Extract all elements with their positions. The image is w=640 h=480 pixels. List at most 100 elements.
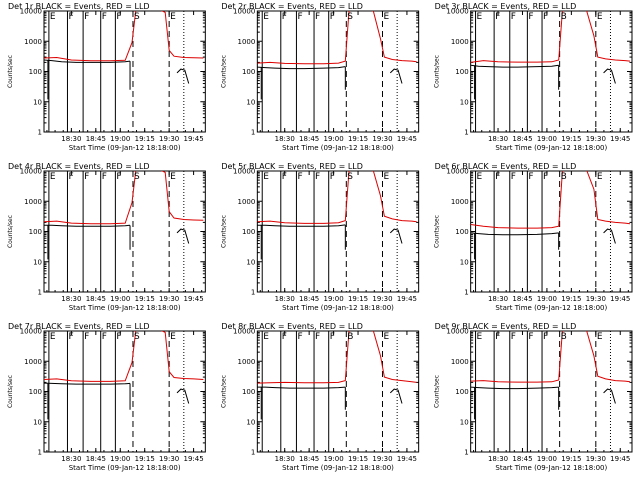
mode-marker-label: F [102, 332, 107, 342]
y-axis-label: Counts/sec [220, 215, 227, 248]
mode-marker-label: F [297, 332, 302, 342]
events-series-tail [176, 388, 190, 404]
mode-marker-label: E [477, 332, 483, 342]
x-tick-label: 19:30 [586, 295, 606, 303]
y-tick-label: 1 [251, 129, 255, 137]
mode-marker-label: E [477, 12, 483, 22]
x-tick-label: 19:15 [135, 135, 155, 143]
y-axis-label: Counts/sec [7, 375, 14, 408]
y-tick-label: 10000 [446, 8, 468, 16]
data-area [257, 331, 417, 452]
x-tick-label: 19:00 [537, 135, 557, 143]
x-tick-label: 18:30 [275, 295, 295, 303]
x-tick-label: 18:30 [488, 455, 508, 463]
mode-marker-label: F [297, 12, 302, 22]
events-series-tail [603, 68, 616, 84]
events-series-black [470, 232, 559, 236]
mode-marker-label: E [263, 172, 269, 182]
chart-title: Det 2r BLACK = Events, RED = LLD [221, 2, 363, 11]
events-series-tail [603, 228, 616, 244]
events-series-black [257, 386, 346, 389]
chart-title: Det 1r BLACK = Events, RED = LLD [8, 2, 150, 11]
lld-series-red [257, 11, 417, 65]
x-tick-label: 19:00 [324, 455, 344, 463]
mode-marker-label: B [347, 332, 353, 342]
x-tick-label: 18:30 [61, 135, 81, 143]
y-tick-label: 10 [460, 98, 469, 106]
mode-marker-label: F [68, 332, 73, 342]
y-tick-label: 10000 [20, 168, 42, 176]
plot-frame [470, 170, 633, 293]
y-axis-label: Counts/sec [434, 55, 441, 88]
chart-panel-9: Det 9r BLACK = Events, RED = LLD 1 10 100 10… [434, 322, 633, 472]
x-tick-label: 19:15 [135, 295, 155, 303]
y-tick-label: 100 [455, 228, 468, 236]
x-tick-label: 19:30 [586, 135, 606, 143]
x-tick-label: 19:00 [537, 295, 557, 303]
plot-frame [256, 330, 420, 453]
y-tick-label: 10 [246, 258, 255, 266]
mode-marker-label: B [561, 172, 567, 182]
events-series-black [44, 59, 131, 63]
mode-marker-label: F [543, 332, 548, 342]
x-axis-label: Start Time (09-Jan-12 18:18:00) [495, 464, 607, 472]
chart-panel-3: Det 3r BLACK = Events, RED = LLD 1 10 100 10… [434, 2, 633, 152]
chart-title: Det 5r BLACK = Events, RED = LLD [221, 162, 363, 171]
plot-frame [43, 330, 206, 453]
events-series-black [257, 66, 346, 70]
chart-panel-5: Det 5r BLACK = Events, RED = LLD 1 10 100 10… [220, 162, 420, 312]
x-axis-label: Start Time (09-Jan-12 18:18:00) [69, 304, 181, 312]
y-tick-label: 100 [242, 68, 255, 76]
y-tick-label: 100 [455, 388, 468, 396]
y-tick-label: 100 [455, 68, 468, 76]
x-tick-label: 18:30 [488, 135, 508, 143]
x-tick-label: 18:45 [299, 295, 319, 303]
mode-marker-label: F [102, 172, 107, 182]
lld-series-red [470, 171, 631, 229]
mode-marker-label: E [383, 172, 389, 182]
chart-panel-2: Det 2r BLACK = Events, RED = LLD 1 10 100 10… [220, 2, 420, 152]
x-tick-label: 19:45 [610, 295, 630, 303]
events-series-tail [389, 228, 403, 244]
lld-series-red [470, 331, 631, 383]
y-axis-label: Counts/sec [220, 375, 227, 408]
mode-marker-label: E [597, 172, 603, 182]
mode-marker-label: F [511, 332, 516, 342]
mode-marker-label: F [543, 172, 548, 182]
y-tick-label: 1000 [238, 358, 256, 366]
x-tick-label: 18:45 [86, 295, 106, 303]
mode-marker-label: F [528, 172, 533, 182]
chart-panel-7: Det 7r BLACK = Events, RED = LLD 1 10 100 10… [7, 322, 206, 472]
mode-marker-label: E [263, 12, 269, 22]
lld-series-red [257, 171, 417, 224]
data-area [470, 11, 631, 132]
mode-marker-label: F [68, 12, 73, 22]
x-axis-label: Start Time (09-Jan-12 18:18:00) [69, 144, 181, 152]
y-tick-label: 10 [246, 418, 255, 426]
x-axis-label: Start Time (09-Jan-12 18:18:00) [282, 464, 394, 472]
events-series-tail [603, 388, 616, 404]
mode-marker-label: B [561, 12, 567, 22]
mode-marker-label: F [297, 172, 302, 182]
chart-title: Det 3r BLACK = Events, RED = LLD [435, 2, 577, 11]
mode-marker-label: E [50, 172, 56, 182]
y-tick-label: 1000 [451, 38, 469, 46]
y-tick-label: 1000 [451, 198, 469, 206]
x-tick-label: 18:45 [299, 135, 319, 143]
x-tick-label: 19:45 [397, 295, 417, 303]
x-tick-label: 19:30 [159, 295, 179, 303]
x-tick-label: 18:45 [512, 455, 532, 463]
x-axis-label: Start Time (09-Jan-12 18:18:00) [495, 144, 607, 152]
x-axis-label: Start Time (09-Jan-12 18:18:00) [282, 144, 394, 152]
x-tick-label: 18:30 [61, 295, 81, 303]
data-area [257, 171, 417, 292]
events-series-tail [176, 228, 190, 244]
y-axis-label: Counts/sec [434, 215, 441, 248]
data-area [257, 11, 417, 132]
x-tick-label: 18:30 [61, 455, 81, 463]
mode-marker-label: F [315, 12, 320, 22]
y-tick-label: 10 [33, 418, 42, 426]
events-series-black [44, 382, 131, 385]
x-tick-label: 19:15 [348, 455, 368, 463]
